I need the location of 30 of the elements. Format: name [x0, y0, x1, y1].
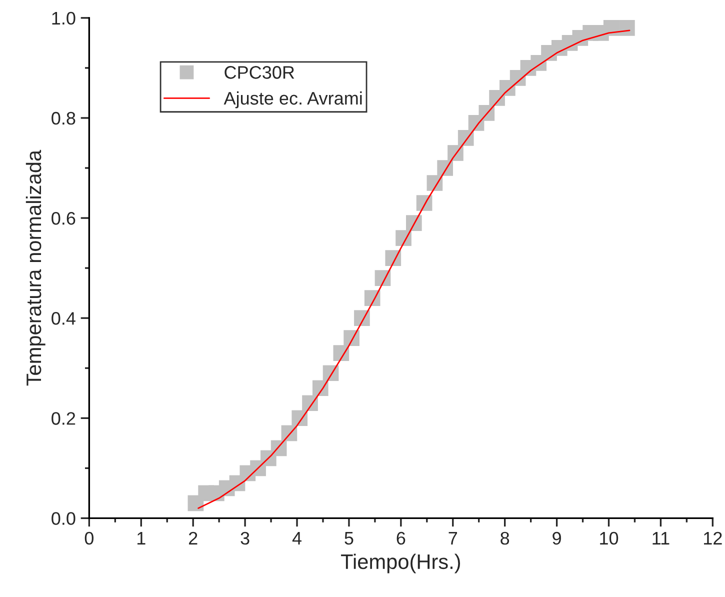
y-tick-label: 0.8	[52, 112, 76, 125]
x-tick-label: 6	[396, 532, 406, 545]
y-tick-label: 0.4	[52, 312, 76, 325]
y-tick-label: 1.0	[52, 12, 76, 25]
y-axis-title: Temperatura normalizada	[26, 150, 46, 386]
point	[385, 250, 402, 266]
x-tick-label: 12	[704, 532, 722, 544]
x-tick-label: 0	[84, 532, 94, 545]
point	[354, 310, 370, 326]
x-tick-label: 8	[500, 532, 510, 545]
x-tick-label: 5	[344, 532, 354, 545]
y-tick-label: 0.6	[52, 212, 76, 225]
point	[619, 20, 635, 36]
x-tick-label: 4	[292, 532, 302, 544]
legend-label: Ajuste ec. Avrami	[224, 91, 362, 108]
point	[603, 20, 620, 36]
x-tick-label: 9	[552, 532, 561, 545]
x-tick-label: 11	[652, 532, 670, 544]
x-tick-label: 2	[188, 532, 198, 544]
point	[364, 290, 380, 306]
legend-label: CPC30R	[224, 66, 294, 79]
y-tick-label: 0.0	[52, 512, 76, 525]
y-tick-label: 0.2	[52, 412, 76, 425]
x-tick-label: 7	[448, 532, 457, 544]
x-tick-label: 1	[137, 532, 146, 544]
point	[344, 330, 360, 346]
x-axis-title: Tiempo(Hrs.)	[341, 554, 460, 574]
x-tick-label: 3	[240, 532, 250, 545]
x-tick-label: 10	[600, 532, 618, 545]
point	[406, 215, 422, 231]
